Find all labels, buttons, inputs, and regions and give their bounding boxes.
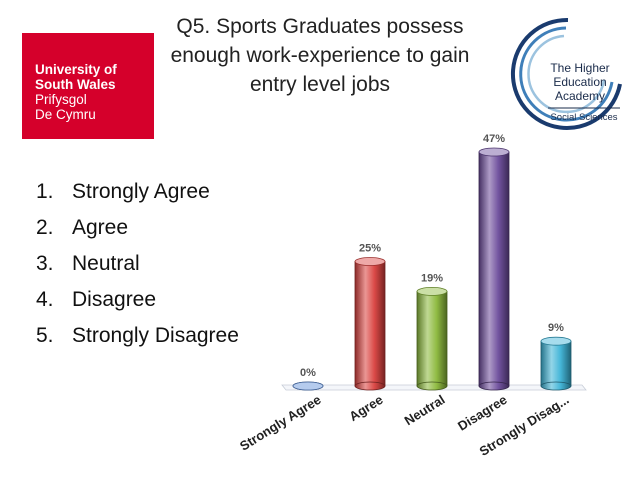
bar-3 bbox=[416, 287, 448, 391]
data-label: 0% bbox=[300, 367, 316, 379]
usw-logo-line-2: South Wales bbox=[35, 77, 116, 92]
slide-title-line-1: Q5. Sports Graduates possess bbox=[176, 15, 464, 38]
bar-2 bbox=[354, 257, 386, 391]
answer-item: 2. Agree bbox=[36, 210, 239, 246]
usw-logo-line-3: Prifysgol bbox=[35, 92, 87, 107]
answer-item: 1. Strongly Agree bbox=[36, 174, 239, 210]
category-label: Neutral bbox=[402, 392, 448, 428]
data-label: 19% bbox=[421, 272, 443, 284]
usw-logo-line-4: De Cymru bbox=[35, 107, 96, 122]
usw-logo-line-1: University of bbox=[35, 62, 117, 77]
hea-logo-arc-outer bbox=[510, 17, 622, 130]
slide-title-line-2: enough work-experience to gain bbox=[170, 44, 470, 67]
answer-label: Strongly Agree bbox=[72, 180, 210, 203]
answer-label: Agree bbox=[72, 216, 129, 239]
answer-number: 3. bbox=[36, 252, 54, 275]
bar-1 bbox=[292, 381, 324, 391]
data-label: 9% bbox=[548, 322, 564, 334]
answer-number: 4. bbox=[36, 288, 54, 311]
answer-item: 3. Neutral bbox=[36, 246, 239, 282]
hea-logo-line-2: Education bbox=[553, 75, 606, 89]
answer-label: Neutral bbox=[72, 252, 140, 275]
slide-title: Q5. Sports Graduates possess enough work… bbox=[150, 12, 490, 99]
hea-logo-line-1: The Higher bbox=[550, 61, 609, 75]
answer-label: Disagree bbox=[72, 288, 157, 311]
hea-logo-tagline: Social Sciences bbox=[550, 112, 617, 123]
data-label: 47% bbox=[483, 133, 505, 145]
data-label: 25% bbox=[359, 243, 381, 255]
category-label: Agree bbox=[346, 392, 385, 424]
hea-logo-line-3: Academy bbox=[555, 89, 605, 103]
answer-item: 4. Disagree bbox=[36, 282, 239, 318]
answer-number: 5. bbox=[36, 324, 54, 347]
category-label: Disagree bbox=[455, 392, 510, 434]
answer-number: 1. bbox=[36, 180, 54, 203]
bar-4 bbox=[478, 147, 510, 391]
answer-number: 2. bbox=[36, 216, 54, 239]
answer-item: 5. Strongly Disagree bbox=[36, 318, 239, 354]
answer-label: Strongly Disagree bbox=[72, 324, 239, 347]
slide-title-line-3: entry level jobs bbox=[249, 73, 391, 96]
bar-5 bbox=[540, 336, 572, 391]
hea-logo: The Higher Education Academy Social Scie… bbox=[510, 17, 622, 130]
answer-list: 1. Strongly Agree 2. Agree 3. Neutral 4. Dis… bbox=[36, 174, 239, 354]
hea-logo-arc-inner bbox=[527, 34, 606, 114]
usw-logo: University of South Wales Prifysgol De C… bbox=[22, 33, 154, 139]
category-label: Strongly Agree bbox=[237, 392, 324, 454]
